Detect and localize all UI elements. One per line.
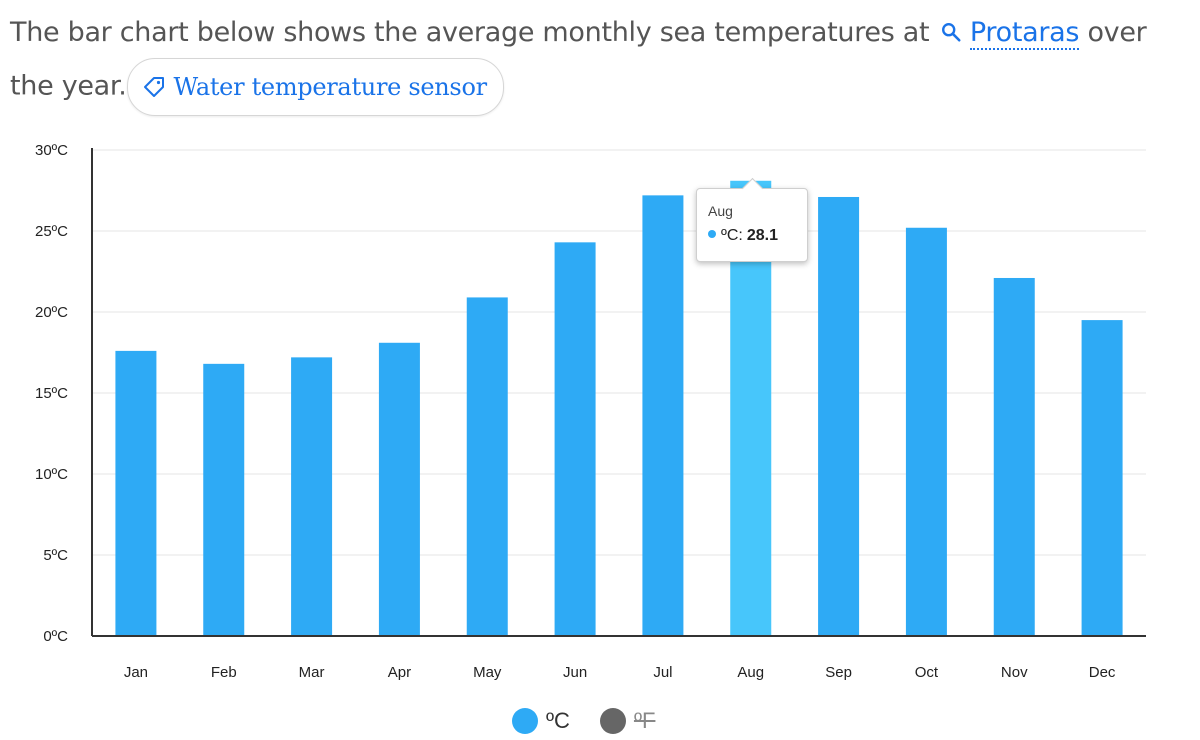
intro-text-after: over the year. (10, 17, 1147, 102)
y-tick-label: 20ºC (35, 304, 68, 321)
tooltip-category: Aug (708, 203, 733, 219)
y-tick-label: 5ºC (43, 547, 68, 564)
legend-dot-fahrenheit (599, 708, 626, 734)
y-tick-label: 30ºC (35, 142, 68, 159)
y-tick-label: 15ºC (35, 385, 68, 402)
bar-nov (993, 277, 1035, 636)
x-tick-label: Oct (915, 664, 939, 681)
y-tick-label: 25ºC (35, 223, 68, 240)
bar-jan (115, 350, 157, 636)
chip-label: Water temperature sensor (173, 73, 488, 101)
legend-label-fahrenheit: ºF (633, 708, 656, 733)
y-tick-label: 10ºC (35, 466, 68, 483)
x-tick-label: Feb (211, 664, 237, 681)
legend-dot-celsius (512, 708, 538, 734)
tooltip-value: 28.1 (746, 227, 778, 244)
chart-tooltip: Aug ºC: 28.1 (696, 177, 808, 262)
x-tick-label: Jul (653, 664, 672, 681)
legend-item-celsius[interactable]: ºC (512, 708, 570, 734)
tag-icon (143, 77, 164, 97)
intro-paragraph: The bar chart below shows the average mo… (10, 8, 1190, 116)
chart-legend: ºC ºF (512, 708, 655, 734)
water-temperature-sensor-chip[interactable]: Water temperature sensor (126, 58, 504, 116)
x-tick-label: Sep (825, 664, 852, 681)
x-tick-label: Dec (1089, 664, 1116, 681)
x-tick-label: Jan (124, 664, 148, 681)
x-tick-label: May (473, 664, 502, 681)
tooltip-series-dot (708, 230, 716, 238)
bar-mar (291, 357, 333, 636)
bar-oct (905, 227, 947, 636)
bar-apr (378, 342, 420, 636)
protaras-link[interactable]: Protaras (969, 17, 1080, 50)
intro-text-before: The bar chart below shows the average mo… (10, 17, 938, 48)
y-tick-label: 0ºC (43, 628, 68, 645)
search-icon (941, 23, 961, 42)
x-tick-label: Mar (299, 664, 325, 681)
tooltip-series-label: ºC: (721, 227, 743, 244)
bar-sep (818, 196, 860, 636)
bar-may (466, 297, 508, 636)
legend-item-fahrenheit[interactable]: ºF (599, 708, 656, 734)
x-tick-label: Jun (563, 664, 587, 681)
tooltip-value-row: ºC: 28.1 (708, 227, 778, 245)
bar-jun (554, 242, 596, 636)
bar-dec (1081, 320, 1123, 636)
x-tick-label: Aug (737, 664, 764, 681)
x-tick-label: Nov (1001, 664, 1028, 681)
x-tick-label: Apr (388, 664, 411, 681)
sea-temperature-bar-chart: 0ºC 5ºC 10ºC 15ºC 20ºC 25ºC 30ºC Jan Feb Mar Apr Ma… (35, 142, 1146, 681)
bar-jul (642, 195, 684, 637)
legend-label-celsius: ºC (546, 708, 570, 733)
bar-feb (203, 363, 245, 636)
